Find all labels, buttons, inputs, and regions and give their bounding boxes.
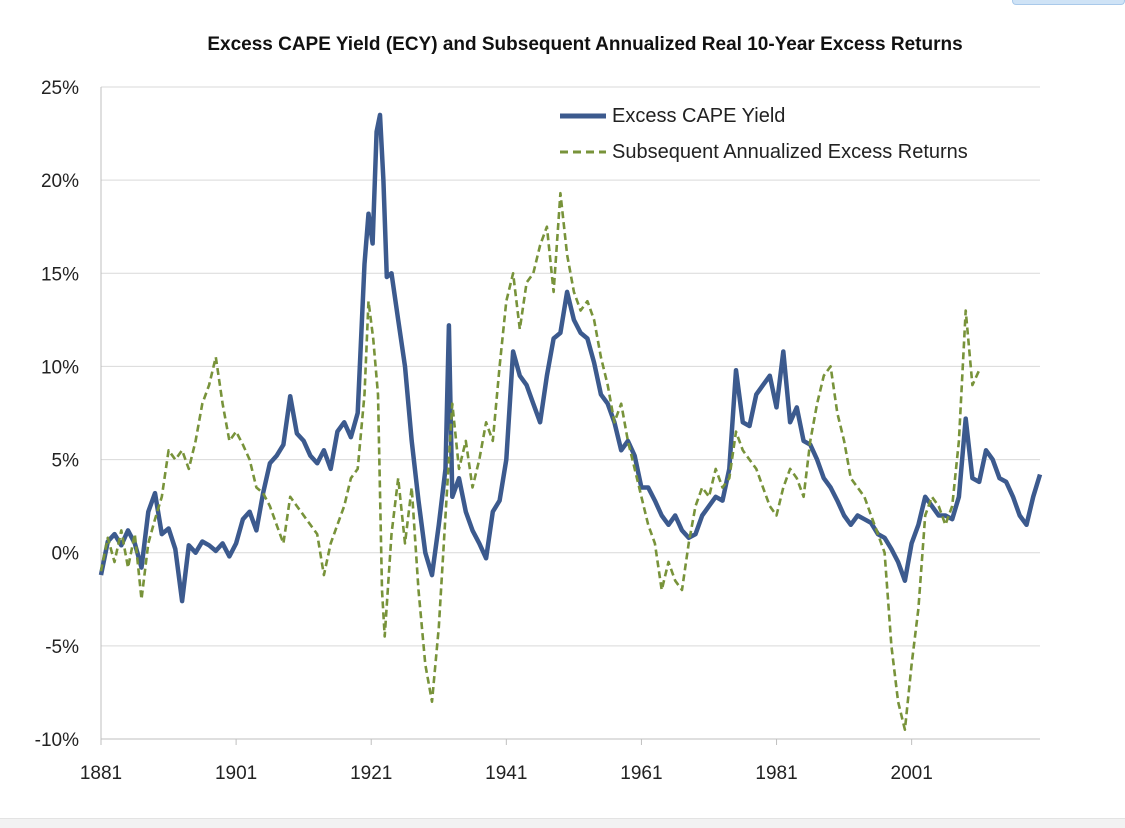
grid-layer — [101, 86, 1040, 740]
y-tick-label: 25% — [41, 78, 79, 99]
series-line-ecy — [98, 112, 1043, 604]
x-tick-label: 1901 — [215, 763, 257, 784]
series-line-returns — [99, 191, 981, 731]
x-tick-label: 1881 — [80, 763, 122, 784]
x-axis: 1881 1901 1921 1941 1961 1981 2001 — [80, 738, 1040, 784]
x-tick-label: 1981 — [755, 763, 797, 784]
x-tick-label: 1941 — [485, 763, 527, 784]
legend: Excess CAPE Yield Subsequent Annualized … — [560, 105, 968, 163]
y-tick-label: 5% — [52, 451, 80, 472]
y-tick-label: 0% — [52, 544, 80, 565]
bottom-strip — [0, 818, 1125, 828]
y-tick-label: 10% — [41, 357, 79, 378]
y-axis: -10% -5% 0% 5% 10% 15% 20% 25% — [35, 78, 102, 751]
series-layer — [98, 112, 1043, 731]
y-tick-label: 20% — [41, 171, 79, 192]
legend-label-ecy: Excess CAPE Yield — [612, 105, 785, 127]
legend-label-returns: Subsequent Annualized Excess Returns — [612, 141, 968, 163]
y-tick-label: -5% — [45, 637, 79, 658]
x-tick-label: 1961 — [620, 763, 662, 784]
y-tick-label: 15% — [41, 264, 79, 285]
y-tick-label: -10% — [35, 730, 79, 751]
x-tick-label: 2001 — [891, 763, 933, 784]
x-tick-label: 1921 — [350, 763, 392, 784]
chart-title: Excess CAPE Yield (ECY) and Subsequent A… — [207, 34, 962, 55]
